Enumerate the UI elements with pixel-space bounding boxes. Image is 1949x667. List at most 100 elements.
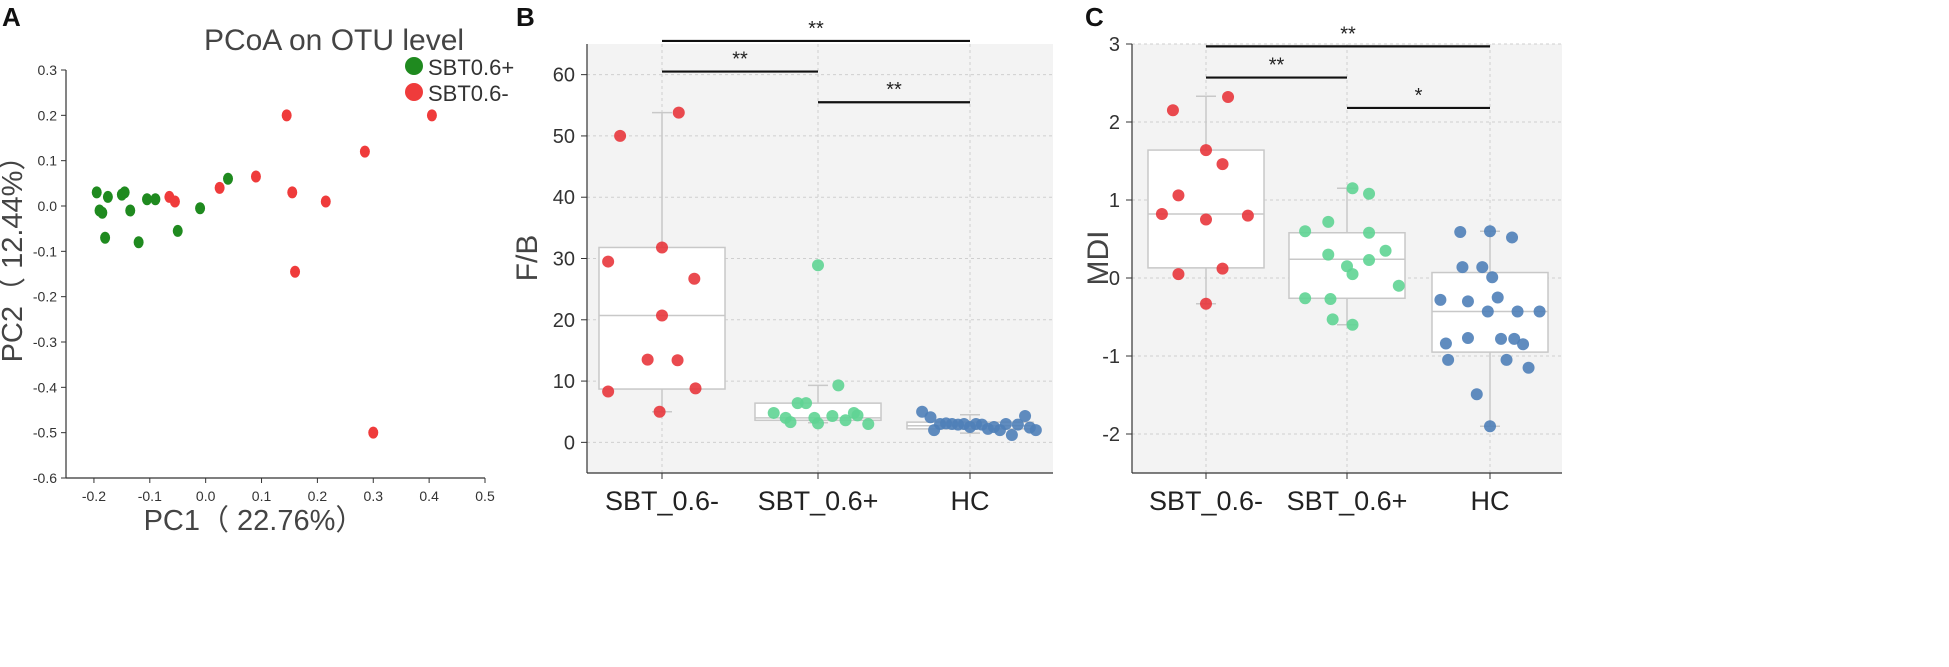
pcoa-point-sbt-minus [281, 109, 292, 122]
panel-b: B ** ** ** 0 10 20 30 40 50 60 SBT_0.6- SBT_0.6+ H… [511, 2, 1053, 516]
pcoa-point-sbt-minus [320, 195, 331, 208]
fb-y-tick-label: 0 [564, 432, 575, 454]
mdi-point [1495, 332, 1508, 345]
mdi-point [1322, 215, 1335, 228]
pcoa-y-tick-label: -0.5 [33, 425, 57, 441]
pcoa-y-tick-label: -0.6 [33, 470, 57, 486]
mdi-point [1200, 213, 1212, 226]
pcoa-point-sbt-plus [172, 224, 183, 237]
panel-a: A PCoA on OTU level 0.30.20.10.0-0.1-0.2… [0, 2, 514, 537]
pcoa-y-tick-label: -0.2 [33, 289, 57, 305]
mdi-point [1241, 209, 1254, 222]
mdi-point [1326, 313, 1339, 326]
mdi-point [1456, 261, 1469, 274]
pcoa-point-sbt-plus [223, 172, 234, 185]
mdi-significance: ***** [1206, 23, 1490, 110]
pcoa-point-sbt-minus [426, 109, 437, 122]
mdi-point [1511, 305, 1524, 318]
mdi-y-tick-label: 2 [1109, 112, 1120, 134]
mdi-point [1363, 187, 1376, 200]
mdi-point [1434, 293, 1447, 306]
pcoa-point-sbt-minus [359, 145, 370, 158]
pcoa-point-sbt-minus [368, 426, 379, 439]
fb-sig-label: ** [886, 79, 902, 101]
mdi-point [1470, 388, 1483, 401]
pcoa-x-tick-label: 0.0 [196, 488, 216, 504]
mdi-x-ticks: SBT_0.6- SBT_0.6+ HC [1149, 473, 1510, 516]
mdi-point [1222, 91, 1235, 104]
pcoa-x-tick-label: 0.4 [419, 488, 439, 504]
fb-point [832, 379, 845, 392]
fb-point [784, 416, 797, 429]
fb-point [672, 106, 685, 119]
fb-point [999, 417, 1012, 430]
mdi-point [1216, 158, 1229, 171]
mdi-y-tick-label: -2 [1102, 424, 1120, 446]
pcoa-point-sbt-minus [214, 181, 225, 194]
mdi-point [1379, 244, 1392, 257]
mdi-point [1200, 297, 1212, 310]
fb-x-tick-label: HC [951, 486, 990, 516]
fb-y-tick-label: 60 [553, 65, 575, 87]
mdi-point [1486, 271, 1499, 284]
mdi-point [1200, 144, 1212, 157]
pcoa-y-ticks: 0.3 0.2 0.1 0.0 -0.1 -0.2 -0.3 -0.4 -0.5 -0.6 [33, 62, 66, 486]
mdi-point [1517, 338, 1530, 351]
pcoa-x-tick-label: 0.1 [252, 488, 272, 504]
fb-y-tick-label: 50 [553, 126, 575, 148]
fb-point [1011, 418, 1024, 431]
mdi-point [1299, 292, 1312, 305]
fb-point [862, 417, 875, 430]
mdi-point [1461, 332, 1474, 345]
fb-points [602, 106, 1042, 442]
mdi-point [1508, 332, 1521, 345]
mdi-x-tick-label: HC [1471, 486, 1510, 516]
fb-point [641, 353, 654, 366]
pcoa-point-sbt-minus [169, 195, 180, 208]
fb-point [767, 406, 780, 419]
pcoa-point-sbt-plus [100, 231, 111, 244]
fb-point [924, 411, 937, 424]
pcoa-y-tick-label: 0.1 [38, 153, 58, 169]
mdi-boxes [1147, 95, 1549, 427]
pcoa-point-sbt-minus [287, 186, 298, 199]
fb-y-ticks: 0 10 20 30 40 50 60 [553, 65, 587, 454]
mdi-sig-label: ** [1269, 55, 1285, 77]
pcoa-x-tick-label: 0.3 [364, 488, 384, 504]
fb-point [1005, 429, 1018, 442]
mdi-point [1500, 353, 1513, 366]
fb-point [839, 414, 852, 427]
mdi-x-tick-label: SBT_0.6+ [1287, 486, 1408, 516]
pcoa-point-sbt-plus [195, 202, 206, 215]
mdi-point [1172, 189, 1185, 202]
pcoa-y-tick-label: -0.1 [33, 243, 57, 259]
fb-point [602, 255, 615, 268]
mdi-point [1346, 268, 1359, 281]
mdi-point [1439, 337, 1452, 350]
fb-point [800, 397, 813, 410]
fb-point [1029, 424, 1042, 437]
fb-point [812, 259, 824, 272]
fb-y-label: F/B [511, 235, 544, 282]
mdi-point [1216, 262, 1229, 275]
mdi-point [1324, 293, 1337, 306]
mdi-point [1392, 279, 1405, 292]
pcoa-x-tick-label: -0.1 [138, 488, 162, 504]
mdi-point [1484, 420, 1496, 433]
pcoa-point-sbt-plus [125, 204, 136, 217]
fb-point [656, 241, 668, 254]
mdi-point [1476, 261, 1489, 274]
fb-y-tick-label: 40 [553, 187, 575, 209]
fb-y-tick-label: 30 [553, 249, 575, 271]
mdi-sig-label: * [1415, 85, 1423, 107]
pcoa-x-tick-label: 0.5 [475, 488, 495, 504]
pcoa-title: PCoA on OTU level [204, 24, 464, 57]
pcoa-point-sbt-plus [142, 193, 153, 206]
mdi-point [1363, 226, 1376, 239]
mdi-point [1299, 225, 1312, 238]
pcoa-y-tick-label: -0.3 [33, 334, 57, 350]
panel-letter-a: A [2, 2, 21, 32]
mdi-sig-label: ** [1340, 23, 1356, 45]
